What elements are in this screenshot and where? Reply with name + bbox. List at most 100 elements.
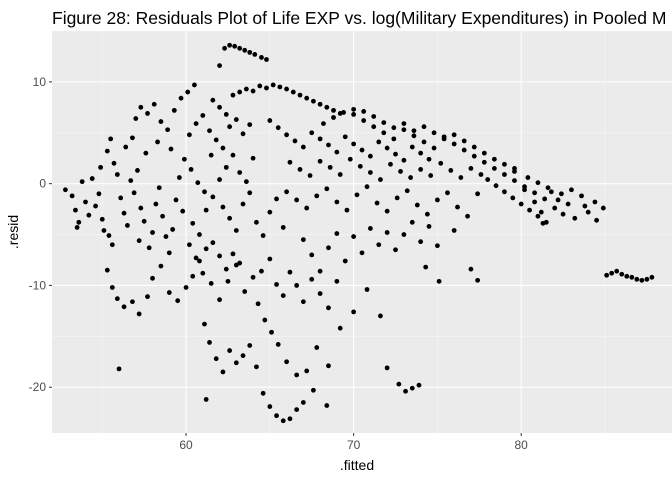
data-point	[304, 368, 310, 374]
data-point	[384, 145, 390, 151]
data-point	[455, 204, 460, 210]
data-point	[247, 122, 253, 128]
data-point	[158, 263, 164, 269]
data-point	[155, 139, 160, 145]
data-point	[86, 212, 92, 218]
data-point	[634, 276, 640, 282]
data-point	[418, 239, 424, 245]
data-point	[178, 95, 184, 101]
data-point	[233, 360, 239, 366]
data-point	[421, 139, 427, 145]
data-point	[436, 278, 442, 284]
data-point	[171, 107, 177, 113]
data-point	[223, 112, 229, 117]
data-point	[371, 114, 377, 119]
data-point	[222, 45, 227, 51]
data-point	[230, 251, 236, 257]
data-point	[337, 172, 343, 177]
data-point	[111, 160, 117, 166]
data-point	[294, 407, 300, 412]
data-point	[542, 196, 548, 202]
data-point	[130, 135, 135, 141]
data-point	[582, 203, 588, 209]
data-point	[367, 153, 373, 159]
data-point	[200, 270, 206, 276]
data-point	[585, 209, 591, 215]
data-point	[240, 353, 246, 359]
data-point	[114, 172, 120, 177]
x-tick-label: 80	[515, 438, 529, 452]
data-point	[421, 124, 427, 130]
data-point	[309, 252, 315, 258]
data-point	[359, 250, 365, 256]
data-point	[138, 205, 144, 211]
data-point	[393, 247, 398, 253]
data-point	[240, 201, 246, 207]
data-point	[175, 298, 181, 304]
data-point	[481, 150, 487, 156]
data-point	[99, 216, 105, 222]
data-point	[403, 388, 408, 394]
data-point	[311, 387, 316, 393]
data-point	[280, 293, 286, 299]
y-tick-label: -20	[29, 380, 47, 394]
data-point	[309, 276, 315, 282]
data-point	[233, 262, 239, 268]
data-point	[540, 220, 546, 226]
data-point	[468, 266, 474, 272]
data-point	[210, 194, 216, 200]
data-point	[414, 202, 420, 208]
data-point	[275, 125, 281, 131]
data-point	[572, 215, 578, 221]
data-point	[367, 226, 373, 231]
data-point	[304, 205, 310, 211]
data-point	[423, 264, 429, 270]
data-point	[416, 382, 422, 388]
data-point	[471, 153, 477, 159]
data-point	[522, 187, 527, 193]
data-point	[532, 199, 537, 205]
data-point	[441, 136, 447, 142]
gridlines	[52, 30, 672, 433]
data-point	[284, 359, 289, 365]
data-point	[326, 363, 331, 369]
data-point	[594, 217, 599, 223]
data-point	[334, 231, 340, 236]
data-point	[458, 175, 464, 180]
data-point	[569, 187, 574, 193]
data-point	[552, 205, 558, 211]
data-point	[592, 199, 598, 205]
data-point	[535, 213, 541, 219]
data-point	[227, 215, 233, 221]
data-point	[227, 124, 233, 130]
data-point	[257, 83, 263, 89]
data-point	[396, 381, 402, 387]
data-point	[250, 88, 256, 94]
data-point	[364, 287, 370, 292]
data-point	[435, 197, 440, 203]
data-point	[280, 225, 286, 230]
data-point	[294, 197, 300, 203]
data-point	[426, 156, 432, 162]
data-point	[123, 144, 129, 150]
data-point	[260, 390, 266, 396]
data-point	[314, 193, 320, 199]
data-point	[525, 175, 531, 180]
data-point	[371, 124, 377, 130]
data-point	[435, 243, 440, 249]
data-point	[481, 159, 487, 165]
data-point	[160, 213, 165, 219]
data-point	[109, 242, 115, 248]
data-point	[297, 92, 303, 98]
data-point	[317, 136, 323, 142]
data-point	[341, 110, 346, 115]
data-point	[168, 146, 174, 152]
data-point	[294, 283, 300, 288]
data-point	[203, 397, 209, 402]
data-point	[384, 230, 390, 235]
data-point	[391, 125, 397, 131]
data-point	[565, 201, 571, 207]
data-point	[545, 185, 551, 191]
data-point	[411, 133, 417, 139]
y-tick-label: 0	[39, 177, 46, 191]
